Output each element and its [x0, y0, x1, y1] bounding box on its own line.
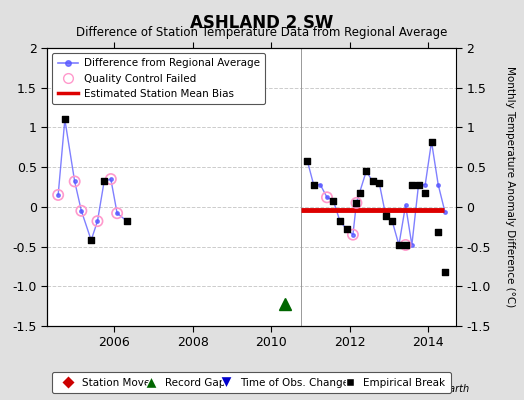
- Point: [401, 242, 410, 248]
- Point: [123, 218, 131, 224]
- Point: [77, 208, 85, 214]
- Point: [329, 197, 337, 204]
- Legend: Difference from Regional Average, Quality Control Failed, Estimated Station Mean: Difference from Regional Average, Qualit…: [52, 53, 265, 104]
- Point: [401, 242, 410, 248]
- Legend: Station Move, Record Gap, Time of Obs. Change, Empirical Break: Station Move, Record Gap, Time of Obs. C…: [52, 372, 451, 393]
- Point: [70, 178, 79, 185]
- Point: [323, 194, 331, 200]
- Point: [355, 189, 364, 196]
- Point: [100, 178, 108, 185]
- Point: [309, 182, 318, 188]
- Point: [342, 226, 351, 232]
- Point: [381, 213, 390, 220]
- Point: [408, 182, 416, 188]
- Point: [61, 116, 69, 123]
- Point: [113, 210, 121, 216]
- Point: [362, 168, 370, 174]
- Point: [421, 189, 429, 196]
- Point: [303, 158, 311, 164]
- Point: [107, 176, 115, 182]
- Point: [348, 232, 357, 238]
- Point: [93, 218, 102, 224]
- Point: [54, 192, 62, 198]
- Point: [388, 218, 396, 224]
- Point: [336, 218, 344, 224]
- Text: Berkeley Earth: Berkeley Earth: [397, 384, 469, 394]
- Point: [395, 242, 403, 248]
- Point: [368, 178, 377, 185]
- Point: [427, 138, 435, 145]
- Point: [87, 237, 95, 244]
- Text: ASHLAND 2 SW: ASHLAND 2 SW: [190, 14, 334, 32]
- Y-axis label: Monthly Temperature Anomaly Difference (°C): Monthly Temperature Anomaly Difference (…: [505, 66, 515, 308]
- Point: [352, 200, 361, 206]
- Point: [375, 180, 384, 186]
- Point: [414, 182, 423, 188]
- Text: Difference of Station Temperature Data from Regional Average: Difference of Station Temperature Data f…: [77, 26, 447, 39]
- Point: [434, 229, 442, 236]
- Point: [441, 269, 449, 275]
- Point: [352, 200, 361, 206]
